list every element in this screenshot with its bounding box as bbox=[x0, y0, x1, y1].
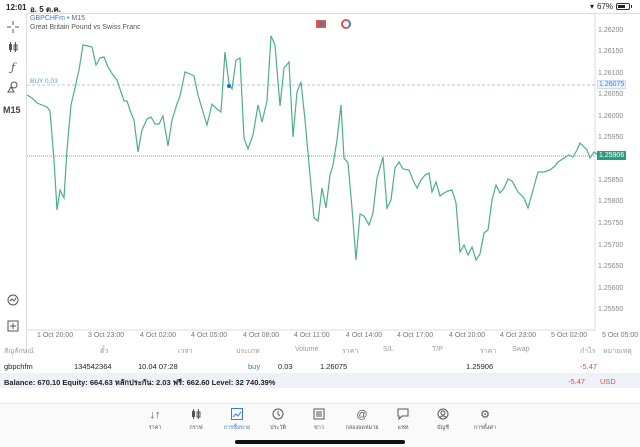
wifi-icon: ▾ bbox=[589, 2, 594, 11]
header-profit[interactable]: กำไร bbox=[580, 348, 596, 355]
tab-chat[interactable]: แชท bbox=[381, 408, 425, 432]
candlestick-icon[interactable] bbox=[4, 38, 22, 56]
trade-icon bbox=[215, 408, 259, 422]
account-icon bbox=[421, 408, 465, 422]
tab-settings[interactable]: ⚙ การตั้งค่า bbox=[463, 408, 507, 432]
x-axis-label: 4 Oct 14:00 bbox=[346, 332, 383, 339]
position-profit: -5.47 bbox=[580, 362, 598, 371]
left-toolbar: ƒ M15 bbox=[0, 13, 26, 363]
position-symbol: gbpchfm bbox=[4, 362, 33, 371]
chart-zoom-icon[interactable] bbox=[4, 291, 22, 309]
symbol-name[interactable]: GBPCHFm bbox=[30, 15, 65, 22]
y-axis-label: 1.25800 bbox=[598, 198, 624, 205]
header-swap[interactable]: Swap bbox=[512, 346, 530, 353]
status-time: 12:01 bbox=[6, 3, 27, 12]
quotes-icon: ↓↑ bbox=[149, 409, 161, 421]
x-axis-label: 4 Oct 17:00 bbox=[397, 332, 434, 339]
x-axis-label: 3 Oct 23:00 bbox=[88, 332, 125, 339]
account-summary-bar: Balance: 670.10 Equity: 664.63 หลักประกั… bbox=[0, 373, 640, 388]
mailbox-icon: @ bbox=[356, 409, 368, 421]
chat-icon bbox=[381, 408, 425, 422]
y-axis-label: 1.26150 bbox=[598, 48, 624, 55]
position-type: buy bbox=[248, 362, 261, 371]
tab-account[interactable]: บัญชี bbox=[421, 408, 465, 432]
header-ticket[interactable]: ตั๋ว bbox=[100, 348, 109, 355]
y-axis-label: 1.25750 bbox=[598, 220, 624, 227]
x-axis-label: 5 Oct 05:00 bbox=[602, 332, 639, 339]
tab-chart[interactable]: กราฟ bbox=[174, 408, 218, 432]
position-row[interactable]: gbpchfm 134542364 10.04 07:28 buy 0.03 1… bbox=[0, 359, 640, 373]
settings-icon: ⚙ bbox=[480, 409, 490, 421]
battery-percent: 67% bbox=[596, 2, 613, 11]
tab-trade[interactable]: การซื้อขาย bbox=[215, 408, 259, 432]
news-icon bbox=[297, 408, 341, 422]
header-tp[interactable]: T/P bbox=[432, 346, 443, 353]
current-price-tag: 1.25906 bbox=[597, 151, 627, 160]
tab-mailbox[interactable]: @ กล่องจดหมาย bbox=[340, 408, 384, 432]
y-axis-label: 1.25550 bbox=[598, 306, 624, 313]
position-ticket: 134542364 bbox=[74, 362, 112, 371]
price-chart bbox=[26, 13, 599, 331]
chart-symbol-header: GBPCHFm • M15 Great Britain Pound vs Swi… bbox=[30, 15, 141, 31]
tab-history[interactable]: ประวัติ bbox=[256, 408, 300, 432]
x-axis-label: 4 Oct 02:00 bbox=[140, 332, 177, 339]
objects-icon[interactable] bbox=[4, 78, 22, 96]
trading-session-icon[interactable] bbox=[341, 19, 351, 29]
header-type[interactable]: ประเภท bbox=[236, 348, 260, 355]
x-axis-label: 4 Oct 08:00 bbox=[243, 332, 280, 339]
x-axis-label: 4 Oct 05:00 bbox=[191, 332, 228, 339]
status-bar: 12:01 อ. 5 ต.ค. ▾ 67% bbox=[0, 0, 640, 14]
one-click-trading-icon[interactable] bbox=[316, 20, 326, 28]
header-sl[interactable]: S/L bbox=[383, 346, 394, 353]
chart-timeframe: M15 bbox=[71, 15, 85, 22]
position-open-price: 1.26075 bbox=[320, 362, 348, 371]
y-axis-label: 1.25950 bbox=[598, 134, 624, 141]
account-summary-text: Balance: 670.10 Equity: 664.63 หลักประกั… bbox=[4, 378, 276, 387]
tab-quotes[interactable]: ↓↑ ราคา bbox=[133, 408, 177, 432]
x-axis-label: 4 Oct 11:00 bbox=[294, 332, 330, 339]
header-price[interactable]: ราคา bbox=[480, 348, 497, 355]
add-chart-icon[interactable] bbox=[4, 317, 22, 335]
total-profit: -5.47 bbox=[568, 377, 586, 386]
home-indicator[interactable] bbox=[235, 440, 405, 444]
x-axis-label: 1 Oct 20:00 bbox=[37, 332, 74, 339]
position-current-price: 1.25906 bbox=[466, 362, 494, 371]
header-symbol[interactable]: สัญลักษณ์ bbox=[4, 348, 34, 355]
position-volume: 0.03 bbox=[278, 362, 293, 371]
header-comment[interactable]: หมายเหตุ bbox=[603, 348, 632, 355]
tab-news[interactable]: ข่าว bbox=[297, 408, 341, 432]
timeframe-selector[interactable]: M15 bbox=[3, 105, 21, 115]
battery-icon bbox=[616, 3, 632, 10]
function-icon[interactable]: ƒ bbox=[10, 60, 16, 74]
buy-order-label: BUY 0.03 bbox=[30, 78, 58, 85]
history-icon bbox=[256, 408, 300, 422]
x-axis-label: 4 Oct 20:00 bbox=[449, 332, 486, 339]
y-axis-label: 1.26000 bbox=[598, 113, 624, 120]
chart-area[interactable] bbox=[26, 13, 640, 354]
chart-icon bbox=[174, 408, 218, 422]
y-axis-label: 1.25700 bbox=[598, 242, 624, 249]
status-date: อ. 5 ต.ค. bbox=[30, 5, 61, 14]
buy-price-tag: 1.26075 bbox=[597, 80, 627, 89]
crosshair-icon[interactable] bbox=[4, 18, 22, 36]
positions-table-header: สัญลักษณ์ ตั๋ว เวลา ประเภท Volume ราคา S… bbox=[0, 343, 640, 357]
bottom-tab-bar: ↓↑ ราคา กราฟ การซื้อขาย ประวัติ ข่าว @ ก… bbox=[0, 403, 640, 447]
header-open-price[interactable]: ราคา bbox=[342, 348, 359, 355]
header-volume[interactable]: Volume bbox=[295, 346, 319, 353]
y-axis-label: 1.25650 bbox=[598, 263, 624, 270]
y-axis-label: 1.26200 bbox=[598, 27, 624, 34]
position-time: 10.04 07:28 bbox=[138, 362, 178, 371]
account-currency: USD bbox=[600, 377, 616, 386]
header-time[interactable]: เวลา bbox=[178, 348, 193, 355]
x-axis-label: 5 Oct 02:00 bbox=[551, 332, 588, 339]
y-axis-label: 1.26050 bbox=[598, 91, 624, 98]
symbol-description: Great Britain Pound vs Swiss Franc bbox=[30, 24, 141, 31]
y-axis-label: 1.26100 bbox=[598, 70, 624, 77]
x-axis-label: 4 Oct 23:00 bbox=[500, 332, 537, 339]
y-axis-label: 1.25600 bbox=[598, 285, 624, 292]
y-axis-label: 1.25850 bbox=[598, 177, 624, 184]
